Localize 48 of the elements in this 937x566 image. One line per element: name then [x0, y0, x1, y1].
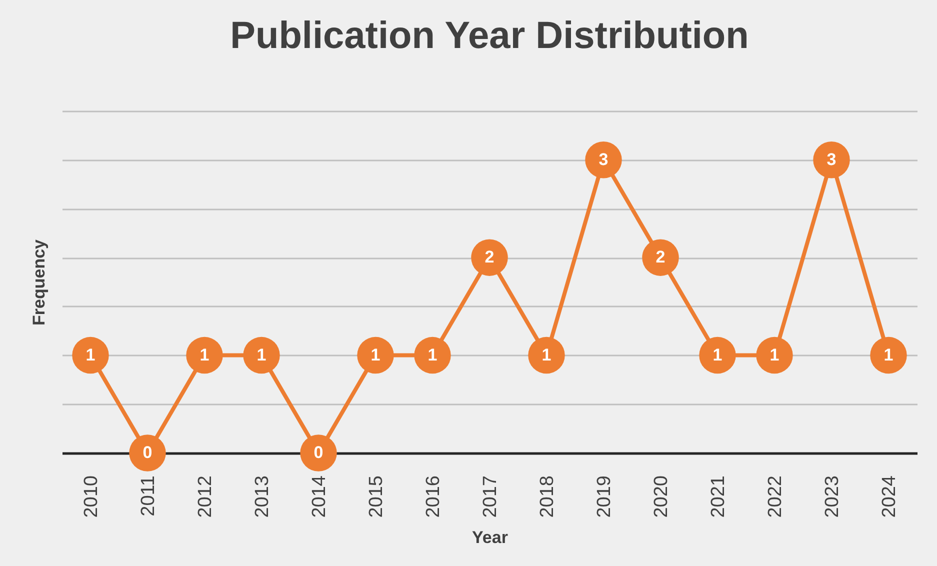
- x-tick-label: 2016: [423, 476, 444, 518]
- point: [129, 434, 166, 472]
- point: [186, 336, 223, 374]
- data-label: 1: [428, 345, 438, 364]
- data-label: 1: [712, 345, 722, 364]
- x-tick-label: 2017: [480, 476, 501, 518]
- x-tick-label: 2020: [651, 476, 672, 518]
- point: [300, 434, 337, 472]
- data-label: 3: [826, 150, 836, 169]
- x-tick-label: 2021: [708, 476, 729, 518]
- data-label: 0: [314, 443, 324, 462]
- point: [870, 336, 907, 374]
- point: [471, 239, 508, 276]
- data-label: 1: [256, 345, 266, 364]
- point: [72, 336, 109, 374]
- x-tick-label: 2010: [81, 476, 102, 518]
- point: [357, 336, 394, 374]
- data-label: 2: [656, 248, 666, 267]
- point: [528, 336, 565, 374]
- y-axis-title: Frequency: [30, 238, 48, 326]
- data-label: 0: [142, 443, 152, 462]
- data-label: 1: [542, 345, 552, 364]
- x-tick-label: 2022: [765, 476, 786, 518]
- x-tick-label: 2015: [366, 476, 387, 518]
- data-label: 2: [484, 248, 494, 267]
- data-label: 3: [598, 150, 608, 169]
- data-label: 1: [884, 345, 894, 364]
- x-tick-label: 2024: [879, 475, 900, 518]
- point: [585, 142, 622, 178]
- data-label: 1: [770, 345, 780, 364]
- point: [243, 336, 280, 374]
- point: [414, 336, 451, 374]
- point: [756, 336, 793, 374]
- x-tick-label: 2012: [195, 476, 216, 518]
- x-tick-label: 2014: [309, 475, 330, 518]
- data-label: 1: [86, 345, 96, 364]
- data-label: 1: [370, 345, 380, 364]
- point: [642, 239, 679, 276]
- data-label: 1: [200, 345, 210, 364]
- x-tick-label: 2013: [252, 476, 273, 518]
- x-tick-label: 2011: [138, 476, 159, 516]
- x-tick-label: 2018: [537, 476, 558, 518]
- x-tick-label: 2023: [822, 476, 843, 518]
- point: [813, 142, 850, 178]
- point: [699, 336, 736, 374]
- x-axis-title: Year: [472, 528, 508, 547]
- chart-title: Publication Year Distribution: [230, 15, 749, 57]
- x-tick-label: 2019: [594, 476, 615, 518]
